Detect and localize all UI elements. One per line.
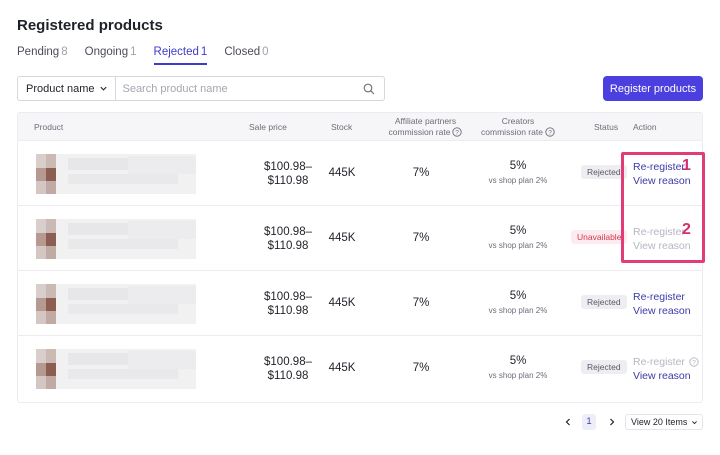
header-creators-line2: commission rate [481,127,543,137]
products-table: Product Sale price Stock Affiliate partn… [17,112,703,403]
per-page-label: View 20 Items [631,417,688,427]
header-product: Product [34,122,64,132]
product-thumbnail [36,219,196,259]
table-row: $100.98– $110.98 445K 7% 5% vs shop plan … [18,206,702,271]
page-title: Registered products [17,17,163,34]
tab-count: 1 [200,46,208,58]
price-min: $100.98– [264,356,312,368]
price-max: $110.98 [267,175,309,187]
header-status: Status [594,122,619,132]
help-icon[interactable]: ? [545,127,555,137]
view-reason-link[interactable]: View reason [633,370,691,382]
status-tabs: Pending 8 Ongoing 1 Rejected 1 Closed 0 [17,46,286,66]
sale-price: $100.98– $110.98 [233,290,343,318]
price-max: $110.98 [267,305,309,317]
table-row: $100.98– $110.98 445K 7% 5% vs shop plan … [18,141,702,206]
view-reason-link: View reason [633,240,691,252]
header-sale-price: Sale price [249,122,287,132]
creator-rate: 5% [509,290,527,302]
affiliate-rate: 7% [412,167,430,179]
table-header: Product Sale price Stock Affiliate partn… [18,113,702,141]
chevron-left-icon[interactable] [564,418,572,426]
creator-rate: 5% [509,355,527,367]
product-thumbnail [36,154,196,194]
affiliate-rate: 7% [412,362,430,374]
svg-text:?: ? [456,129,460,136]
tab-ongoing[interactable]: Ongoing 1 [85,46,137,65]
price-max: $110.98 [267,240,309,252]
price-min: $100.98– [264,291,312,303]
product-thumbnail [36,284,196,324]
view-reason-link[interactable]: View reason [633,305,691,317]
table-row: $100.98– $110.98 445K 7% 5% vs shop plan … [18,271,702,336]
items-per-page-select[interactable]: View 20 Items [625,414,703,430]
status-badge: Rejected [581,360,627,374]
re-register-link: Re-register [633,226,685,238]
annotation-marker-2: 2 [682,221,691,238]
search-input[interactable] [116,77,363,100]
stock-value: 445K [328,167,356,179]
status-badge: Unavailable [571,230,628,244]
price-min: $100.98– [264,226,312,238]
chevron-down-icon [100,86,108,91]
header-affiliate-rate: Affiliate partners commission rate? [378,116,473,138]
re-register-label: Re-register [633,356,685,368]
header-action: Action [633,122,657,132]
tab-count: 1 [130,46,137,58]
svg-text:?: ? [548,129,552,136]
sale-price: $100.98– $110.98 [233,355,343,383]
sale-price: $100.98– $110.98 [233,160,343,188]
header-creators-rate: Creators commission rate? [473,116,563,138]
affiliate-rate: 7% [412,297,430,309]
price-max: $110.98 [267,370,309,382]
page-number-current[interactable]: 1 [582,414,596,430]
tab-count: 8 [61,46,68,58]
search-bar: Product name [17,76,385,101]
register-products-button[interactable]: Register products [603,76,703,101]
chevron-right-icon[interactable] [608,418,616,426]
search-icon[interactable] [363,83,375,95]
creator-rate-compare: vs shop plan 2% [488,241,548,250]
creator-rate: 5% [509,160,527,172]
header-affiliate-line1: Affiliate partners [394,116,457,126]
chevron-down-icon [692,420,698,424]
price-min: $100.98– [264,161,312,173]
creator-rate-compare: vs shop plan 2% [488,306,548,315]
help-icon[interactable]: ? [689,357,699,367]
stock-value: 445K [328,232,356,244]
tab-label: Closed [224,46,261,58]
help-icon[interactable]: ? [452,127,463,137]
status-badge: Rejected [581,165,627,179]
creator-rate-compare: vs shop plan 2% [488,371,548,380]
tab-rejected[interactable]: Rejected 1 [153,46,208,65]
header-affiliate-line2: commission rate [388,127,451,137]
search-field-label: Product name [26,82,95,95]
status-badge: Rejected [581,295,627,309]
header-creators-line1: Creators [501,116,535,126]
tab-label: Ongoing [84,46,129,58]
view-reason-link[interactable]: View reason [633,175,691,187]
tab-pending[interactable]: Pending 8 [17,46,68,65]
header-stock: Stock [331,122,353,132]
sale-price: $100.98– $110.98 [233,225,343,253]
creator-rate-compare: vs shop plan 2% [488,176,548,185]
re-register-link: Re-register? [633,356,699,368]
search-field-select[interactable]: Product name [18,77,117,100]
stock-value: 445K [328,297,356,309]
table-row: $100.98– $110.98 445K 7% 5% vs shop plan … [18,336,702,401]
re-register-link[interactable]: Re-register [633,161,685,173]
product-thumbnail [36,349,196,389]
re-register-link[interactable]: Re-register [633,291,685,303]
stock-value: 445K [328,362,356,374]
annotation-marker-1: 1 [682,157,691,174]
creator-rate: 5% [509,225,527,237]
tab-closed[interactable]: Closed 0 [224,46,268,65]
svg-text:?: ? [692,359,696,366]
tab-label: Rejected [153,46,199,58]
tab-count: 0 [262,46,269,58]
tab-label: Pending [17,46,60,58]
affiliate-rate: 7% [412,232,430,244]
